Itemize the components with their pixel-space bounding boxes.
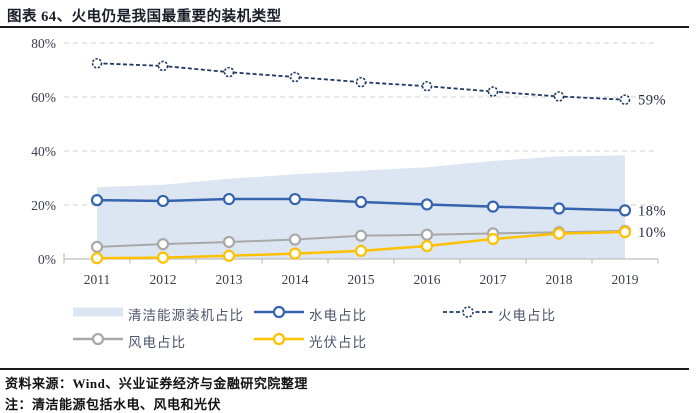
y-tick-label: 20% <box>31 198 56 213</box>
data-point-marker <box>420 198 434 211</box>
data-point-marker <box>421 80 433 92</box>
line-marker-swatch-icon <box>72 331 124 352</box>
data-point-marker <box>486 200 500 213</box>
chart-legend: 清洁能源装机占比 水电占比 火电占比 风电占比 光伏占比 <box>0 300 700 360</box>
data-point-marker <box>618 204 632 217</box>
data-point-marker <box>354 229 368 242</box>
x-tick-label: 2013 <box>216 272 243 287</box>
legend-item-thermal: 火电占比 <box>442 305 556 323</box>
chart-canvas: 0% 20% 40% 60% 80% 10% 18% 59% 2011 2012 2013 2014 2… <box>31 36 666 287</box>
data-point-marker <box>90 252 104 265</box>
series-line <box>96 62 626 101</box>
x-tick-label: 2019 <box>612 272 639 287</box>
area-swatch-icon <box>72 304 124 325</box>
data-point-marker <box>289 71 301 83</box>
definition-note: 注：清洁能源包括水电、风电和光伏 <box>5 397 222 412</box>
data-point-marker <box>222 235 236 249</box>
legend-label: 光伏占比 <box>309 335 367 350</box>
data-point-marker <box>619 94 631 105</box>
series-end-label: 10% <box>638 225 666 241</box>
legend-item-hydro: 水电占比 <box>253 305 367 323</box>
data-point-marker <box>354 244 368 257</box>
data-point-marker <box>91 57 103 69</box>
dashed-line-marker-swatch-icon <box>442 304 494 325</box>
data-point-marker <box>156 238 170 251</box>
data-point-marker <box>420 228 434 241</box>
line-marker-swatch-icon <box>253 304 305 325</box>
figure-title: 图表 64、火电仍是我国最重要的装机类型 <box>7 9 282 25</box>
series-end-label: 59% <box>638 93 666 109</box>
data-point-marker <box>288 192 302 206</box>
source-note: 资料来源：Wind、兴业证券经济与金融研究院整理 <box>5 376 308 391</box>
y-tick-label: 60% <box>31 90 56 105</box>
legend-item-solar: 光伏占比 <box>253 332 367 350</box>
data-point-marker <box>157 60 169 72</box>
x-tick-label: 2017 <box>480 272 507 287</box>
y-tick-label: 80% <box>31 36 56 51</box>
x-tick-label: 2014 <box>282 272 309 287</box>
footer-divider <box>0 368 689 370</box>
x-tick-label: 2015 <box>348 272 375 287</box>
series-end-label: 18% <box>638 203 666 219</box>
data-point-marker <box>222 192 236 206</box>
y-tick-label: 40% <box>31 144 56 159</box>
data-point-marker <box>553 91 565 102</box>
legend-label: 水电占比 <box>309 308 367 323</box>
data-point-marker <box>90 194 104 207</box>
data-point-marker <box>486 232 500 246</box>
legend-item-wind: 风电占比 <box>72 332 186 350</box>
x-tick-label: 2016 <box>414 272 441 287</box>
data-point-marker <box>355 76 367 88</box>
x-tick-label: 2011 <box>84 272 111 287</box>
data-point-marker <box>354 195 368 209</box>
data-point-marker <box>618 225 632 239</box>
y-tick-label: 0% <box>38 252 56 267</box>
data-point-marker <box>552 227 566 240</box>
data-point-marker <box>90 240 104 253</box>
legend-label: 清洁能源装机占比 <box>128 308 244 323</box>
data-point-marker <box>552 202 566 215</box>
chart-area: 0% 20% 40% 60% 80% 10% 18% 59% 2011 2012 2013 2014 2… <box>0 30 700 300</box>
data-point-marker <box>156 251 170 264</box>
legend-label: 风电占比 <box>128 335 186 350</box>
data-point-marker <box>420 239 434 253</box>
data-point-marker <box>222 249 236 262</box>
legend-item-clean-energy: 清洁能源装机占比 <box>72 305 244 323</box>
data-point-marker <box>156 194 170 208</box>
data-point-marker <box>487 86 499 97</box>
data-point-marker <box>288 247 302 260</box>
data-point-marker <box>288 233 302 246</box>
line-marker-swatch-icon <box>253 331 305 352</box>
x-tick-label: 2012 <box>150 272 177 287</box>
x-tick-label: 2018 <box>546 272 573 287</box>
legend-label: 火电占比 <box>498 308 556 323</box>
title-divider <box>0 26 689 28</box>
data-point-marker <box>223 66 235 78</box>
